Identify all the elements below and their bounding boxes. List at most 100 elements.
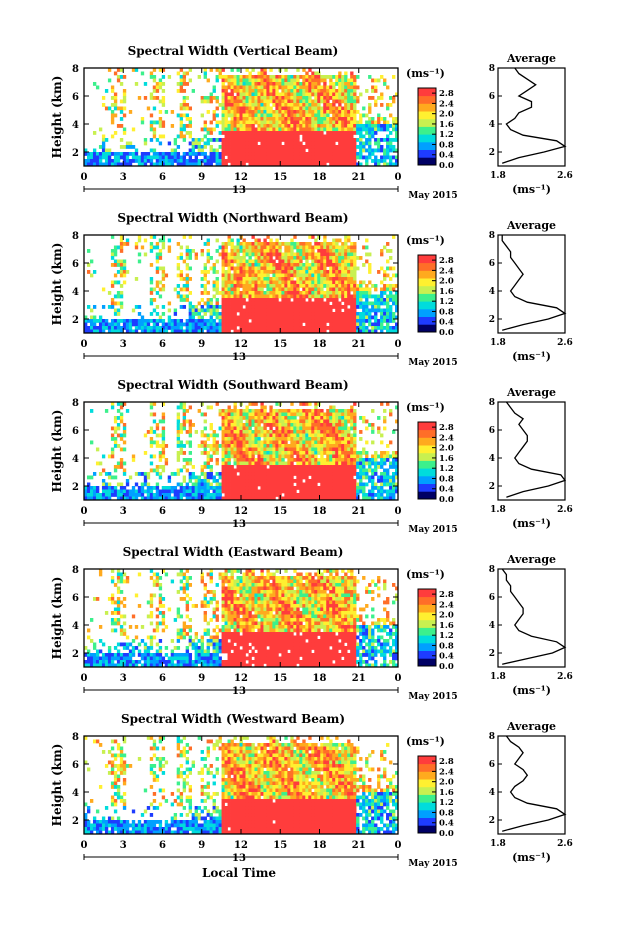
heatmap-cell xyxy=(227,256,231,260)
heatmap-cell xyxy=(377,298,381,302)
heatmap-cell xyxy=(272,89,276,93)
heatmap-cell xyxy=(215,315,219,320)
heatmap-cell xyxy=(236,280,240,285)
heatmap-cell xyxy=(296,134,300,139)
heatmap-cell xyxy=(284,291,288,295)
heatmap-cell xyxy=(365,326,369,330)
heatmap-cell xyxy=(335,266,339,271)
heatmap-cell xyxy=(296,259,300,264)
heatmap-cell xyxy=(215,68,219,72)
heatmap-cell xyxy=(320,277,324,281)
heatmap-cell xyxy=(251,430,255,434)
heatmap-cell xyxy=(227,423,231,427)
heatmap-cell xyxy=(161,284,166,288)
heatmap-cell xyxy=(374,138,378,142)
heatmap-cell xyxy=(266,423,270,427)
heatmap-cell xyxy=(350,103,354,107)
heatmap-cell xyxy=(293,433,297,438)
heatmap-cell xyxy=(284,252,288,257)
heatmap-cell xyxy=(359,305,363,309)
heatmap-cell xyxy=(107,475,112,480)
heatmap-cell xyxy=(143,489,148,494)
heatmap-cell xyxy=(176,458,181,462)
heatmap-cell xyxy=(302,92,306,97)
heatmap-cell xyxy=(293,416,297,420)
heatmap-cell xyxy=(179,75,184,79)
heatmap-cell xyxy=(272,437,276,441)
heatmap-cell xyxy=(347,106,351,111)
heatmap-cell xyxy=(221,106,225,111)
heatmap-cell xyxy=(200,496,204,501)
heatmap-cell xyxy=(161,322,166,327)
heatmap-cell xyxy=(245,106,249,111)
heatmap-cell xyxy=(314,131,318,135)
heatmap-cell xyxy=(107,486,112,490)
heatmap-cell xyxy=(167,162,172,167)
heatmap-cell xyxy=(155,468,160,473)
heatmap-cell xyxy=(194,312,198,316)
heatmap-cell xyxy=(161,242,166,246)
heatmap-cell xyxy=(245,412,249,417)
heatmap-cell xyxy=(245,451,249,455)
average-profile-line xyxy=(501,67,567,164)
heatmap-cell xyxy=(212,326,216,330)
heatmap-cell xyxy=(266,444,270,448)
heatmap-cell xyxy=(251,249,255,253)
heatmap-cell xyxy=(284,486,288,490)
heatmap-cell xyxy=(221,103,225,107)
heatmap-cell xyxy=(248,461,252,466)
heatmap-cell xyxy=(218,291,222,295)
heatmap-cell xyxy=(368,319,372,323)
heatmap-cell xyxy=(275,437,279,441)
heatmap-cell xyxy=(188,162,193,167)
heatmap-cell xyxy=(236,266,240,271)
heatmap-cell xyxy=(302,412,306,417)
heatmap-cell xyxy=(188,405,193,410)
heatmap-cell xyxy=(140,155,145,160)
heatmap-cell xyxy=(233,259,237,264)
heatmap-cell xyxy=(356,96,360,100)
heatmap-cell xyxy=(323,263,327,267)
heatmap-cell xyxy=(119,284,124,288)
heatmap-cell xyxy=(383,162,387,167)
heatmap-cell xyxy=(341,134,345,139)
heatmap-cell xyxy=(299,103,303,107)
heatmap-cell xyxy=(245,85,249,90)
heatmap-cell xyxy=(206,249,210,253)
heatmap-cell xyxy=(329,326,333,330)
heatmap-cell xyxy=(185,319,190,323)
heatmap-cell xyxy=(152,440,157,445)
heatmap-cell xyxy=(251,68,255,72)
heatmap-cell xyxy=(224,152,228,156)
heatmap-cell xyxy=(116,312,121,316)
heatmap-cell xyxy=(353,96,357,100)
heatmap-cell xyxy=(305,120,309,125)
heatmap-cell xyxy=(329,110,333,114)
colorbar-tick-label: 0.0 xyxy=(439,328,454,338)
heatmap-cell xyxy=(308,301,312,306)
heatmap-cell xyxy=(212,152,216,156)
heatmap-cell xyxy=(275,110,279,114)
heatmap-cell xyxy=(230,482,234,487)
heatmap-cell xyxy=(149,489,154,494)
heatmap-cell xyxy=(155,256,160,260)
heatmap-cell xyxy=(302,277,306,281)
heatmap-cell xyxy=(185,430,190,434)
heatmap-cell xyxy=(341,242,345,246)
heatmap-cell xyxy=(317,106,321,111)
heatmap-cell xyxy=(251,96,255,100)
heatmap-cell xyxy=(215,479,219,483)
heatmap-cell xyxy=(221,496,225,501)
heatmap-cell xyxy=(293,148,297,153)
heatmap-cell xyxy=(128,493,133,497)
x-tick-label: 3 xyxy=(120,172,127,183)
heatmap-cell xyxy=(107,489,112,494)
heatmap-cell xyxy=(305,475,309,480)
heatmap-cell xyxy=(188,423,193,427)
heatmap-cell xyxy=(248,96,252,100)
heatmap-cell xyxy=(392,99,396,104)
heatmap-cell xyxy=(338,89,342,93)
heatmap-cell xyxy=(293,468,297,473)
heatmap-cell xyxy=(233,85,237,90)
heatmap-cell xyxy=(134,489,139,494)
